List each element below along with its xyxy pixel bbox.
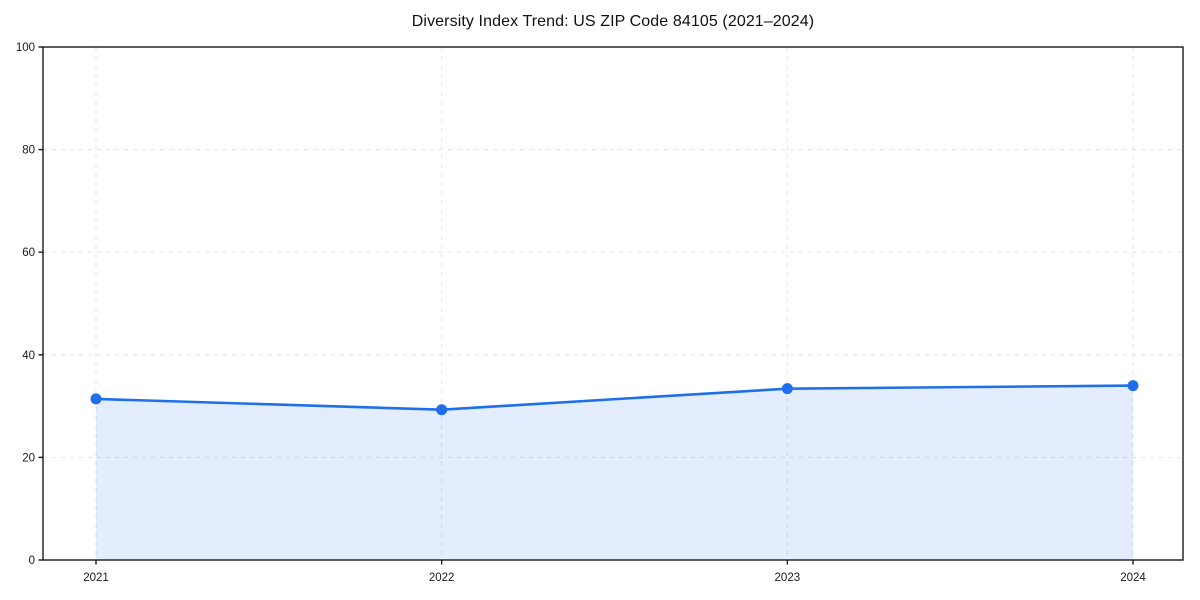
- y-tick-label: 100: [16, 42, 35, 54]
- trend-line: [94, 384, 1135, 411]
- data-point-2023: [781, 383, 793, 395]
- chart-title: Diversity Index Trend: US ZIP Code 84105…: [411, 13, 815, 30]
- data-point-2022: [436, 404, 448, 416]
- x-tick-label: 2023: [775, 572, 801, 584]
- y-tick-label: 40: [22, 350, 35, 362]
- y-tick-label: 20: [22, 452, 35, 464]
- y-tick-label: 60: [22, 247, 35, 259]
- data-point-2021: [90, 393, 102, 405]
- x-tick-label: 2024: [1120, 572, 1146, 584]
- area-fill: [96, 385, 1133, 560]
- plot-frame: [42, 46, 1184, 561]
- y-tick-label: 0: [29, 555, 35, 567]
- x-tick-label: 2021: [83, 572, 109, 584]
- x-tick-label: 2022: [429, 572, 455, 584]
- y-tick-label: 80: [22, 145, 35, 157]
- data-point-2024: [1127, 380, 1139, 392]
